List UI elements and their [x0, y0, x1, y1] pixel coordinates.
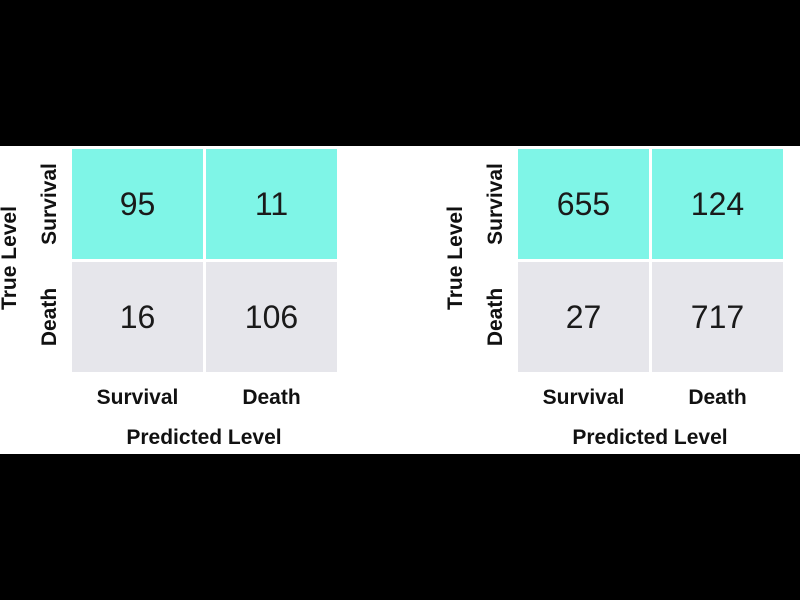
col-label-death: Death [242, 386, 301, 409]
x-axis-title: Predicted Level [572, 426, 728, 449]
cell-death-death: 717 [652, 262, 783, 372]
confusion-matrix-1: True Level Survival Death 95 11 16 106 S… [0, 146, 340, 454]
cell-survival-survival: 95 [72, 149, 203, 259]
cell-survival-survival: 655 [518, 149, 649, 259]
x-axis-title: Predicted Level [126, 426, 282, 449]
cell-death-survival: 16 [72, 262, 203, 372]
cell-survival-death: 11 [206, 149, 337, 259]
figure-panel: True Level Survival Death 95 11 16 106 S… [0, 146, 800, 454]
confusion-matrix-2: True Level Survival Death 655 124 27 717… [444, 146, 786, 454]
col-label-survival: Survival [96, 386, 179, 409]
cell-survival-death: 124 [652, 149, 783, 259]
col-label-death: Death [688, 386, 747, 409]
cell-death-survival: 27 [518, 262, 649, 372]
cell-death-death: 106 [206, 262, 337, 372]
col-label-survival: Survival [542, 386, 625, 409]
